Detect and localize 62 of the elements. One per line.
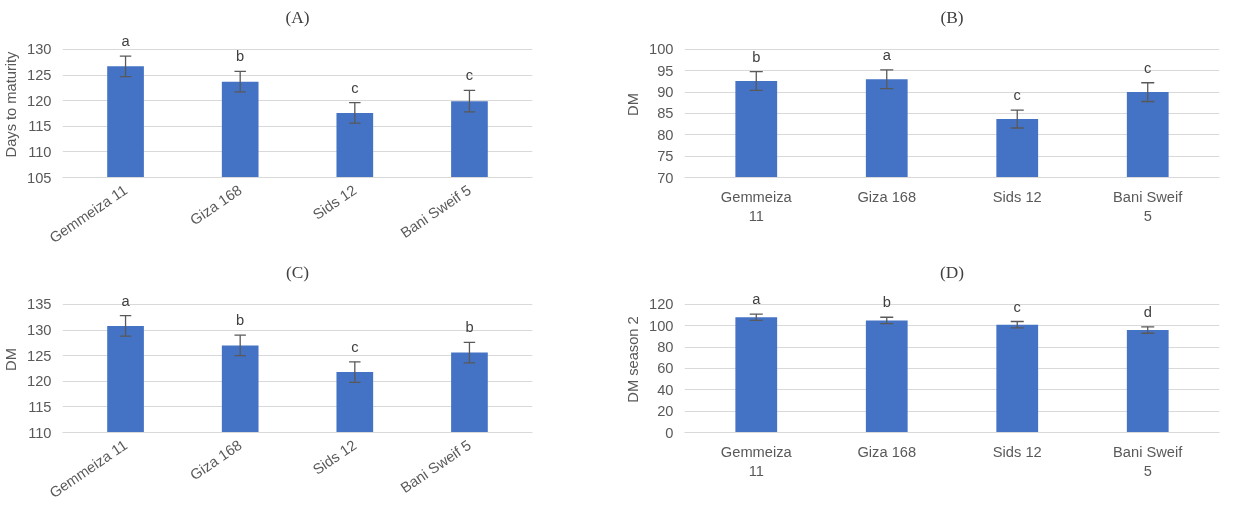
y-tick-label: 80 [657,126,674,143]
y-tick-label: 80 [657,339,674,356]
y-tick-label: 135 [27,296,52,313]
y-tick-label: 110 [28,143,52,160]
x-tick-label: Bani Sweif 5 [1113,443,1184,479]
y-tick-label: 115 [28,118,52,135]
x-tick-label: Gemmeiza 11 [720,188,793,224]
x-tick-label: Giza 168 [857,188,917,205]
y-tick-label: 120 [27,92,52,109]
y-tick-label: 0 [665,424,674,441]
chart-title: (C) [285,262,310,282]
annotation: c [1144,59,1152,76]
annotation: c [465,67,474,84]
y-axis-title: Days to maturity [3,50,20,158]
chart-title: (A) [285,7,310,27]
y-tick-label: 90 [657,84,674,101]
y-tick-label: 120 [27,373,52,390]
x-tick-label: Sids 12 [309,181,360,223]
y-tick-label: 130 [27,41,52,58]
x-tick-label: Sids 12 [309,436,360,478]
x-tick-label: Bani Sweif 5 [1113,188,1184,224]
y-tick-label: 40 [657,381,674,398]
x-tick-label: Giza 168 [857,443,917,460]
y-tick-label: 85 [657,105,674,122]
annotation: b [752,48,761,65]
annotation: a [121,33,131,50]
y-tick-label: 115 [28,398,52,415]
annotation: b [236,312,245,329]
x-tick-label: Giza 168 [187,436,245,484]
annotation: c [1013,87,1021,104]
y-tick-label: 75 [657,148,674,165]
annotation: c [1013,298,1021,315]
annotation: b [882,294,891,311]
y-tick-label: 20 [657,403,674,420]
x-tick-label: Sids 12 [992,443,1042,460]
y-tick-label: 105 [27,169,52,186]
y-axis-title: DM [3,348,20,371]
annotation: b [465,319,474,336]
chart-title: (B) [940,7,964,27]
x-tick-label: Giza 168 [187,181,245,229]
y-tick-label: 95 [657,62,674,79]
y-tick-label: 70 [657,169,674,186]
y-tick-label: 100 [649,41,674,58]
annotation: c [351,79,359,96]
y-tick-label: 130 [27,322,52,339]
y-tick-label: 120 [649,296,674,313]
y-tick-label: 110 [28,424,52,441]
y-axis-title: DM [625,93,642,116]
y-tick-label: 100 [649,317,674,334]
y-tick-label: 60 [657,360,674,377]
annotation: a [121,292,131,309]
annotation: d [1143,303,1152,320]
annotation: c [351,338,359,355]
annotation: b [236,48,245,65]
y-tick-label: 125 [27,67,52,84]
y-axis-title: DM season 2 [625,316,642,403]
annotation: a [882,46,892,63]
x-tick-label: Sids 12 [992,188,1042,205]
chart-title: (D) [939,262,965,282]
annotation: a [752,291,762,308]
x-tick-label: Gemmeiza 11 [720,443,793,479]
y-tick-label: 125 [27,347,52,364]
